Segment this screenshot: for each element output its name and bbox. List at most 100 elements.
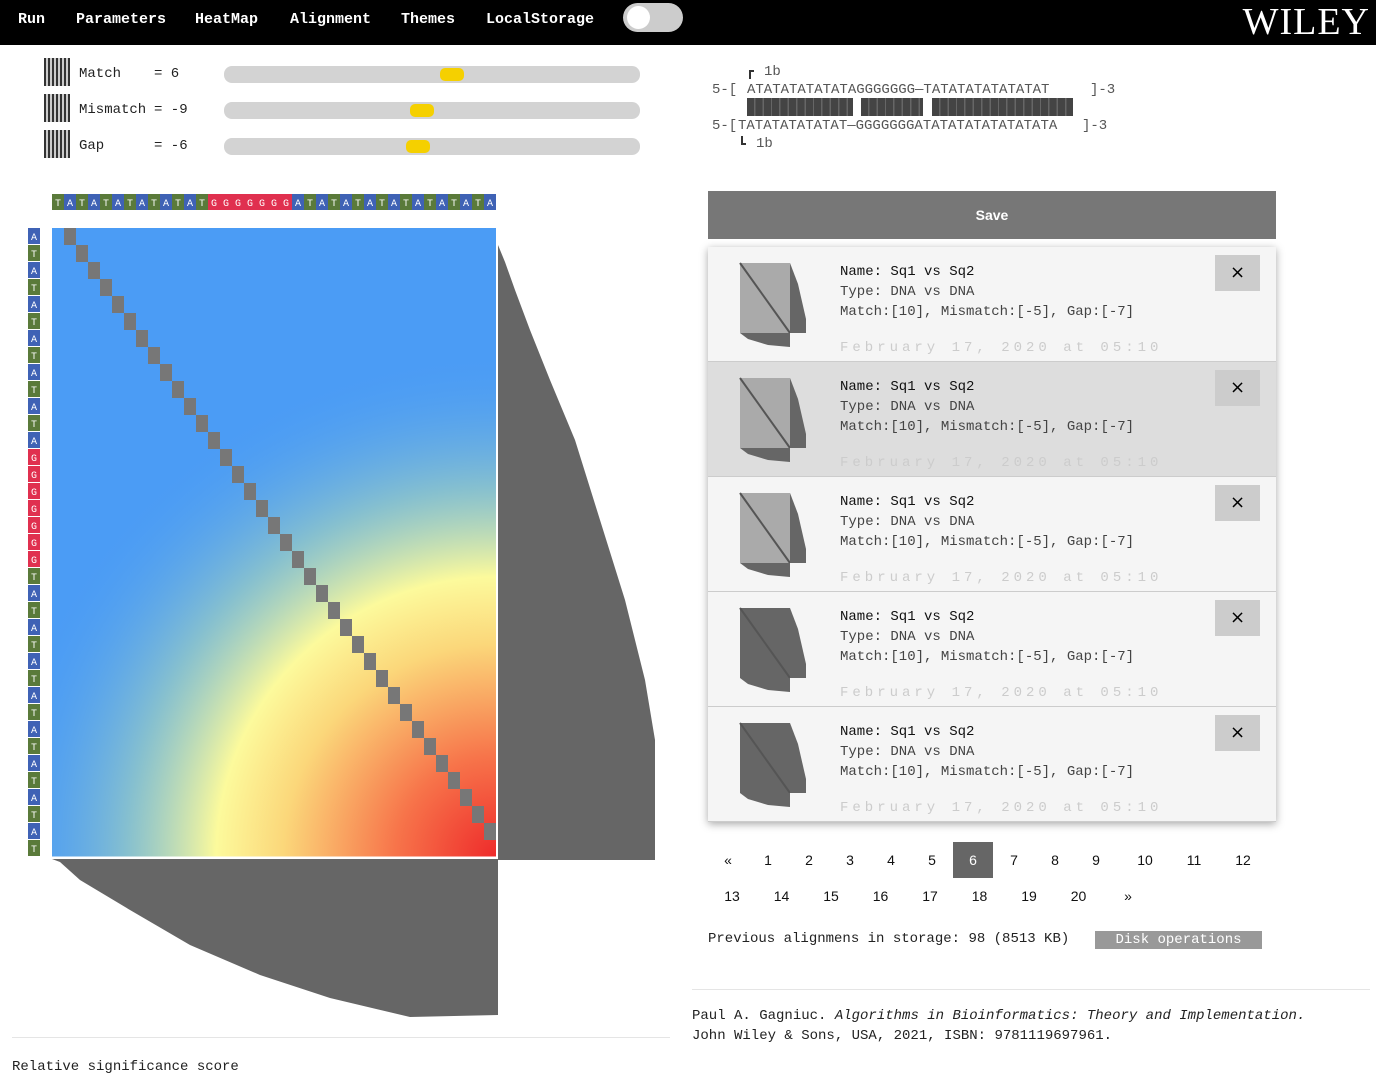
page-link[interactable]: 16 [872,888,889,904]
nucleotide: G [283,199,289,210]
nucleotide: A [115,199,121,210]
nucleotide: T [199,199,205,210]
path-cell [196,415,208,432]
nucleotide: G [211,199,217,210]
nucleotide-cell [136,194,148,210]
nucleotide: T [31,811,37,822]
nav-item[interactable]: LocalStorage [486,11,595,28]
page-link[interactable]: » [1124,888,1132,904]
delete-button[interactable]: × [1215,485,1260,521]
disk-button[interactable]: Disk operations [1095,931,1262,949]
nucleotide-cell [232,194,244,210]
nucleotide-cell [208,194,220,210]
position: 1b [756,136,773,152]
nucleotide-cell [100,194,112,210]
sequence: ATATATATATATAGGGGGGG—TATATATATATATAT [747,82,1050,98]
saved-item[interactable]: Name: Sq1 vs Sq2 Type: DNA vs DNA Match:[1… [708,592,1276,707]
nucleotide-cell [28,585,40,601]
page-link[interactable]: 18 [971,888,988,904]
nucleotide-cell [28,602,40,618]
nucleotide-cell [28,228,40,244]
item-type: Type: DNA vs DNA [840,744,975,760]
nucleotide: G [259,199,265,210]
slider[interactable] [224,102,640,119]
path-cell [232,466,244,483]
nav-item[interactable]: Run [18,11,46,28]
slider-thumb[interactable] [410,104,434,117]
nav-item[interactable]: Alignment [290,11,372,28]
saved-item[interactable]: Name: Sq1 vs Sq2 Type: DNA vs DNA Match:[1… [708,477,1276,592]
saved-item[interactable]: Name: Sq1 vs Sq2 Type: DNA vs DNA Match:[1… [708,247,1276,362]
nucleotide-cell [148,194,160,210]
nucleotide: G [31,522,37,533]
page-link[interactable]: 6 [953,842,993,878]
slider[interactable] [224,66,640,83]
saved-item[interactable]: Name: Sq1 vs Sq2 Type: DNA vs DNA Match:[1… [708,707,1276,822]
page-link[interactable]: 14 [773,888,790,904]
page-link[interactable]: 19 [1021,888,1037,904]
slider[interactable] [224,138,640,155]
item-date: February 17, 2020 at 05:10 [840,800,1163,816]
nucleotide: T [451,199,457,210]
path-cell [100,279,112,296]
nucleotide-cell [28,466,40,482]
thumb-diag [739,492,791,564]
page-link[interactable]: 13 [724,888,740,904]
path-cell [472,806,484,823]
nucleotide-cell [472,194,484,210]
nucleotide: A [31,760,37,771]
nav-item[interactable]: HeatMap [195,11,259,28]
nucleotide: T [31,641,37,652]
column-profile [52,859,498,1017]
delete-button[interactable]: × [1215,715,1260,751]
nucleotide-cell [292,194,304,210]
nav-item[interactable]: Parameters [76,11,167,28]
nucleotide: A [367,199,373,210]
page-link[interactable]: 5 [928,852,936,868]
page-link[interactable]: 3 [846,852,854,868]
path-cell [412,721,424,738]
slider-thumb[interactable] [440,68,464,81]
nucleotide-cell [28,381,40,397]
nucleotide: G [31,488,37,499]
page-link[interactable]: 17 [922,888,938,904]
delete-button[interactable]: × [1215,600,1260,636]
nucleotide: A [139,199,145,210]
page-link[interactable]: 10 [1137,852,1153,868]
nucleotide: T [55,199,61,210]
save-button[interactable]: Save [708,191,1276,239]
nucleotide: T [31,777,37,788]
saved-item[interactable]: Name: Sq1 vs Sq2 Type: DNA vs DNA Match:[1… [708,362,1276,477]
page-link[interactable]: 1 [764,852,772,868]
nucleotide-cell [28,789,40,805]
thumb-profile [740,448,790,462]
nucleotide: A [91,199,97,210]
nucleotide: A [295,199,301,210]
page-link[interactable]: 7 [1010,852,1018,868]
slider-thumb[interactable] [406,140,430,153]
item-name: Name: Sq1 vs Sq2 [840,609,975,625]
page-link[interactable]: 8 [1051,852,1059,868]
separator [692,989,1370,990]
page-link[interactable]: 9 [1092,852,1100,868]
nucleotide-cell [28,806,40,822]
page-link[interactable]: 15 [823,888,839,904]
theme-toggle[interactable] [623,3,683,32]
nav-item[interactable]: Themes [401,11,456,28]
nucleotide-cell [28,449,40,465]
nucleotide: T [31,675,37,686]
page-link[interactable]: 12 [1235,852,1251,868]
page-link[interactable]: 20 [1070,888,1087,904]
page-link[interactable]: 2 [805,852,813,868]
delete-button[interactable]: × [1215,370,1260,406]
item-name: Name: Sq1 vs Sq2 [840,494,975,510]
path-cell [76,245,88,262]
page-link[interactable]: 4 [887,852,895,868]
nucleotide-cell [388,194,400,210]
page-link[interactable]: « [724,852,732,868]
item-type: Type: DNA vs DNA [840,629,975,645]
delete-button[interactable]: × [1215,255,1260,291]
nucleotide-cell [304,194,316,210]
page-link[interactable]: 11 [1186,852,1202,868]
path-cell [112,296,124,313]
